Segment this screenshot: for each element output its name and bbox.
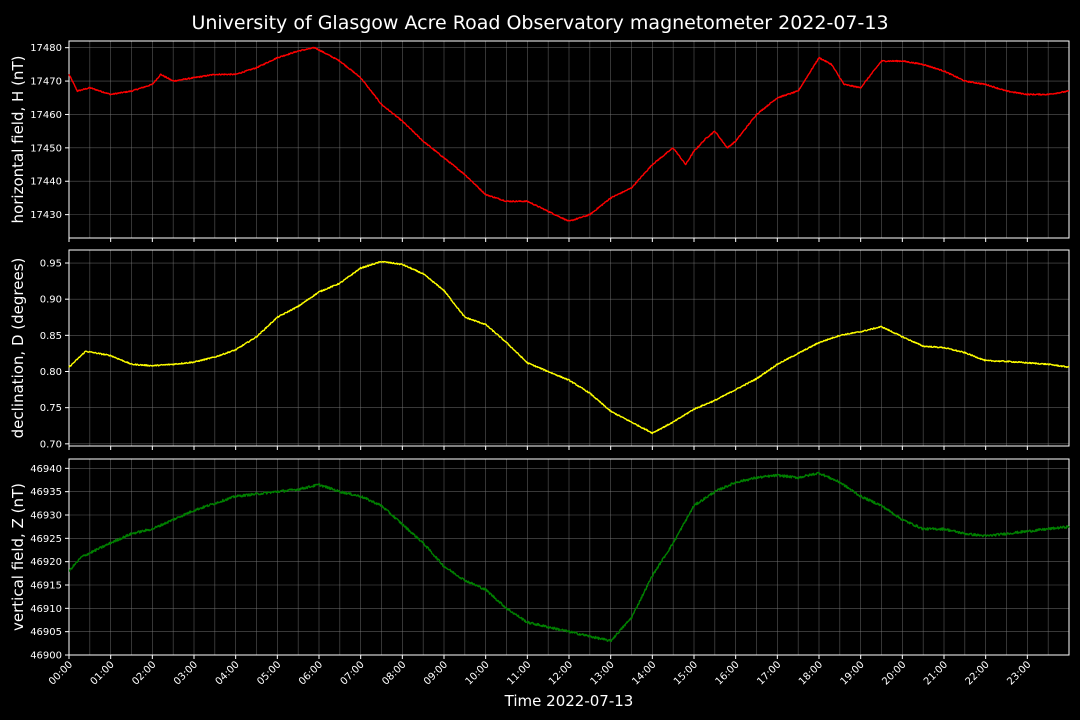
x-axis-label: Time 2022-07-13 bbox=[504, 692, 634, 710]
y-tick-label: 17450 bbox=[30, 143, 62, 154]
y-tick-label: 46905 bbox=[30, 627, 62, 638]
x-tick-label: 23:00 bbox=[1005, 659, 1033, 687]
y-tick-label: 0.70 bbox=[40, 439, 62, 450]
x-tick-label: 02:00 bbox=[130, 659, 158, 687]
y-tick-label: 0.85 bbox=[40, 331, 62, 342]
y-tick-label: 46940 bbox=[30, 464, 62, 475]
panels: 17430 17440 17450 17460 17470 17480horizontal… bbox=[9, 40, 1070, 688]
x-tick-label: 16:00 bbox=[714, 659, 742, 687]
x-tick-label: 09:00 bbox=[422, 659, 450, 687]
y-axis-label: vertical field, Z (nT) bbox=[9, 483, 27, 631]
y-tick-label: 0.75 bbox=[40, 403, 62, 414]
y-axis-label: horizontal field, H (nT) bbox=[9, 56, 27, 224]
y-tick-label: 46920 bbox=[30, 557, 62, 568]
y-tick-label: 46910 bbox=[30, 604, 62, 615]
y-axis-label: declination, D (degrees) bbox=[9, 258, 27, 439]
y-tick-label: 17480 bbox=[30, 43, 62, 54]
y-tick-label: 46900 bbox=[30, 651, 62, 662]
y-tick-label: 46930 bbox=[30, 511, 62, 522]
x-tick-label: 20:00 bbox=[880, 659, 908, 687]
series-z-line bbox=[68, 471, 1070, 643]
series-d-line bbox=[68, 260, 1070, 435]
x-tick-label: 19:00 bbox=[839, 659, 867, 687]
x-tick-label: 18:00 bbox=[797, 659, 825, 687]
x-tick-label: 12:00 bbox=[547, 659, 575, 687]
x-tick-label: 21:00 bbox=[922, 659, 950, 687]
y-tick-label: 17470 bbox=[30, 77, 62, 88]
y-tick-label: 0.95 bbox=[40, 259, 62, 270]
x-tick-label: 15:00 bbox=[672, 659, 700, 687]
y-tick-label: 0.90 bbox=[40, 295, 62, 306]
x-tick-label: 04:00 bbox=[214, 659, 242, 687]
x-tick-label: 05:00 bbox=[255, 659, 283, 687]
y-tick-label: 17430 bbox=[30, 210, 62, 221]
y-tick-label: 46935 bbox=[30, 487, 62, 498]
y-tick-label: 17440 bbox=[30, 177, 62, 188]
panel-h: 17430 17440 17450 17460 17470 17480horizontal… bbox=[9, 40, 1070, 242]
series-h-line bbox=[68, 46, 1070, 222]
y-tick-label: 0.80 bbox=[40, 367, 62, 378]
y-tick-label: 46925 bbox=[30, 534, 62, 545]
x-tick-label: 00:00 bbox=[47, 659, 75, 687]
panel-d: 0.70 0.75 0.80 0.85 0.90 0.95 declination, D (… bbox=[9, 249, 1070, 450]
x-tick-label: 10:00 bbox=[464, 659, 492, 687]
y-tick-label: 17460 bbox=[30, 110, 62, 121]
chart-title: University of Glasgow Acre Road Observat… bbox=[191, 12, 888, 34]
panel-z: 46900 46905 46910 46915 46920 46925 46930 46935… bbox=[9, 458, 1070, 688]
x-tick-label: 06:00 bbox=[297, 659, 325, 687]
x-tick-label: 22:00 bbox=[964, 659, 992, 687]
x-tick-label: 13:00 bbox=[589, 659, 617, 687]
x-tick-label: 14:00 bbox=[630, 659, 658, 687]
x-tick-label: 03:00 bbox=[172, 659, 200, 687]
y-tick-label: 46915 bbox=[30, 581, 62, 592]
x-tick-label: 17:00 bbox=[755, 659, 783, 687]
x-tick-label: 08:00 bbox=[380, 659, 408, 687]
x-tick-label: 11:00 bbox=[505, 659, 533, 687]
x-tick-label: 07:00 bbox=[339, 659, 367, 687]
x-tick-label: 01:00 bbox=[89, 659, 117, 687]
